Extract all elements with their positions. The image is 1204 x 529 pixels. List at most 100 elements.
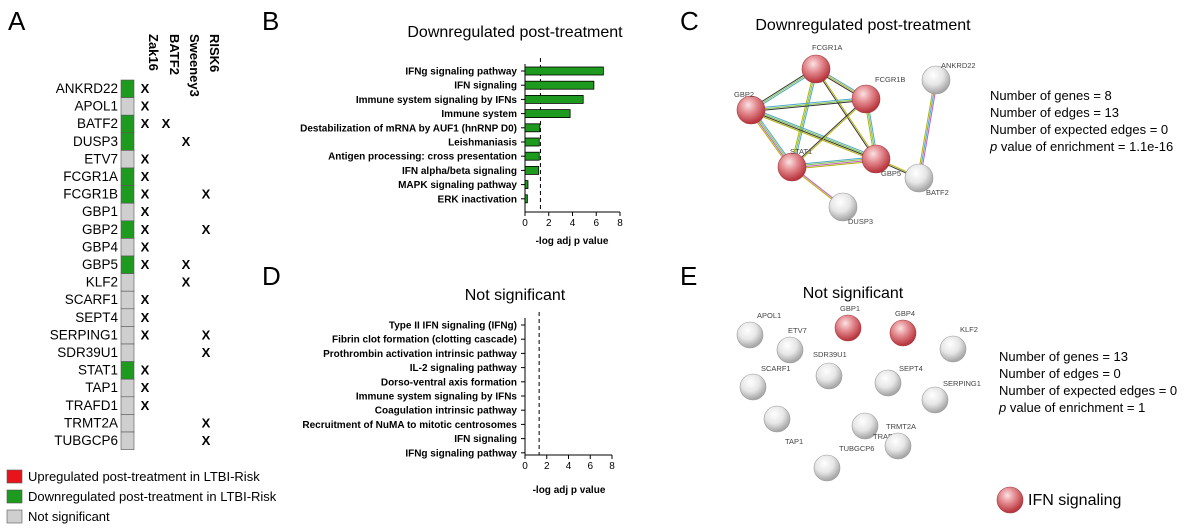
gene-status-cell (120, 79, 135, 98)
category-label: MAPK signaling pathway (398, 180, 517, 191)
network-node (801, 54, 831, 84)
stat-edges: Number of edges = 0 (999, 366, 1121, 381)
category-label: IFN alpha/beta signaling (402, 166, 517, 177)
gene-status-cell (120, 150, 135, 169)
category-label: Antigen processing: cross presentation (328, 152, 517, 163)
x-tick-label: 0 (522, 218, 528, 229)
gene-label: GBP1 (82, 204, 118, 219)
network-node (889, 319, 917, 347)
gene-status-cell (120, 273, 135, 292)
gene-status-cell (120, 255, 135, 274)
node-label: KLF2 (960, 325, 978, 334)
node-label: GBP2 (734, 90, 754, 99)
category-label: Prothrombin activation intrinsic pathway (323, 349, 517, 360)
x-tick-label: 2 (544, 461, 550, 472)
bar (524, 151, 540, 161)
category-label: Dorso-ventral axis formation (381, 377, 517, 388)
category-label: IFN signaling (454, 434, 517, 445)
panel-letter-d: D (262, 261, 281, 291)
x-tick-label: 6 (587, 461, 593, 472)
legend-node-label: IFN signaling (1028, 492, 1121, 509)
gene-label: TRAFD1 (65, 398, 118, 413)
category-label: Type II IFN signaling (IFNg) (389, 321, 517, 332)
x-axis-title: -log adj p value (536, 236, 609, 247)
category-label: Immune system signaling by IFNs (356, 95, 518, 106)
column-header: Zak16 (146, 34, 161, 71)
category-label: Destabilization of mRNA by AUF1 (hnRNP D… (300, 123, 517, 134)
network-node (939, 335, 967, 363)
network-downregulated: Downregulated post-treatment Number of g… (734, 17, 1173, 226)
gene-status-cell (120, 431, 135, 450)
network-node (904, 163, 934, 193)
network-node (834, 314, 862, 342)
network-node (763, 405, 791, 433)
stat-genes: Number of genes = 8 (990, 88, 1112, 103)
legend-swatch (6, 469, 23, 484)
bar (524, 109, 571, 118)
network-node (921, 65, 951, 95)
node-label: APOL1 (757, 311, 781, 320)
network-edge (918, 79, 937, 179)
gene-label: GBP5 (82, 257, 118, 272)
network-edge (791, 98, 866, 167)
network-edge (815, 69, 876, 160)
gene-heatmap: Zak16 BATF2 Sweeney3 RISK6 ANKRD22 X APOL1 X BAT… (6, 34, 277, 524)
signature-mark: X (141, 116, 150, 131)
network-edge (791, 68, 817, 168)
legend-swatch (6, 509, 23, 524)
signature-mark: X (141, 169, 150, 184)
network-edge (919, 80, 938, 179)
bar (524, 137, 540, 147)
network-node (776, 336, 804, 364)
network-edge (751, 107, 877, 158)
gene-label: TUBGCP6 (54, 433, 118, 448)
network-node (736, 321, 764, 349)
bar (524, 80, 595, 90)
network-edge (790, 68, 816, 167)
gene-status-cell (120, 414, 135, 433)
network-title: Downregulated post-treatment (755, 17, 971, 34)
column-header: BATF2 (167, 34, 182, 75)
x-tick-label: 2 (546, 218, 552, 229)
category-label: Leishmaniasis (448, 138, 517, 149)
network-node (815, 362, 843, 390)
node-label: GBP4 (895, 309, 915, 318)
gene-label: ANKRD22 (56, 81, 118, 96)
legend-node-swatch (996, 486, 1024, 514)
network-edge (750, 111, 876, 162)
gene-status-cell (120, 97, 135, 116)
node-label: DUSP3 (848, 217, 873, 226)
node-label: SDR39U1 (813, 350, 847, 359)
panel-letter-b: B (262, 6, 279, 36)
gene-status-cell (120, 238, 135, 257)
network-edge (816, 68, 877, 159)
gene-status-cell (120, 185, 135, 204)
node-label: FCGR1A (812, 43, 842, 52)
network-edge (792, 69, 818, 168)
node-label: GBP5 (881, 169, 901, 178)
node-label: SCARF1 (761, 364, 791, 373)
bar (524, 165, 540, 175)
signature-mark: X (182, 134, 191, 149)
gene-label: SCARF1 (65, 292, 118, 307)
signature-mark: X (141, 151, 150, 166)
gene-label: GBP2 (82, 222, 118, 237)
p-symbol: p (989, 139, 997, 154)
gene-label: SEPT4 (75, 310, 118, 325)
gene-status-cell (120, 343, 135, 362)
bar (524, 123, 541, 133)
node-label: BATF2 (926, 188, 949, 197)
network-edge (750, 97, 866, 110)
enrichment-chart-downregulated: Downregulated post-treatment -log adj p … (300, 24, 623, 247)
gene-label: TAP1 (85, 380, 118, 395)
signature-mark: X (141, 363, 150, 378)
x-tick-label: 8 (617, 218, 623, 229)
gene-status-cell (120, 114, 135, 134)
gene-label: KLF2 (86, 275, 118, 290)
gene-status-cell (120, 396, 135, 415)
bar (524, 194, 528, 204)
signature-mark: X (141, 81, 150, 96)
stat-p-value: p value of enrichment = 1.1e-16 (989, 139, 1173, 154)
network-edge (750, 110, 876, 161)
